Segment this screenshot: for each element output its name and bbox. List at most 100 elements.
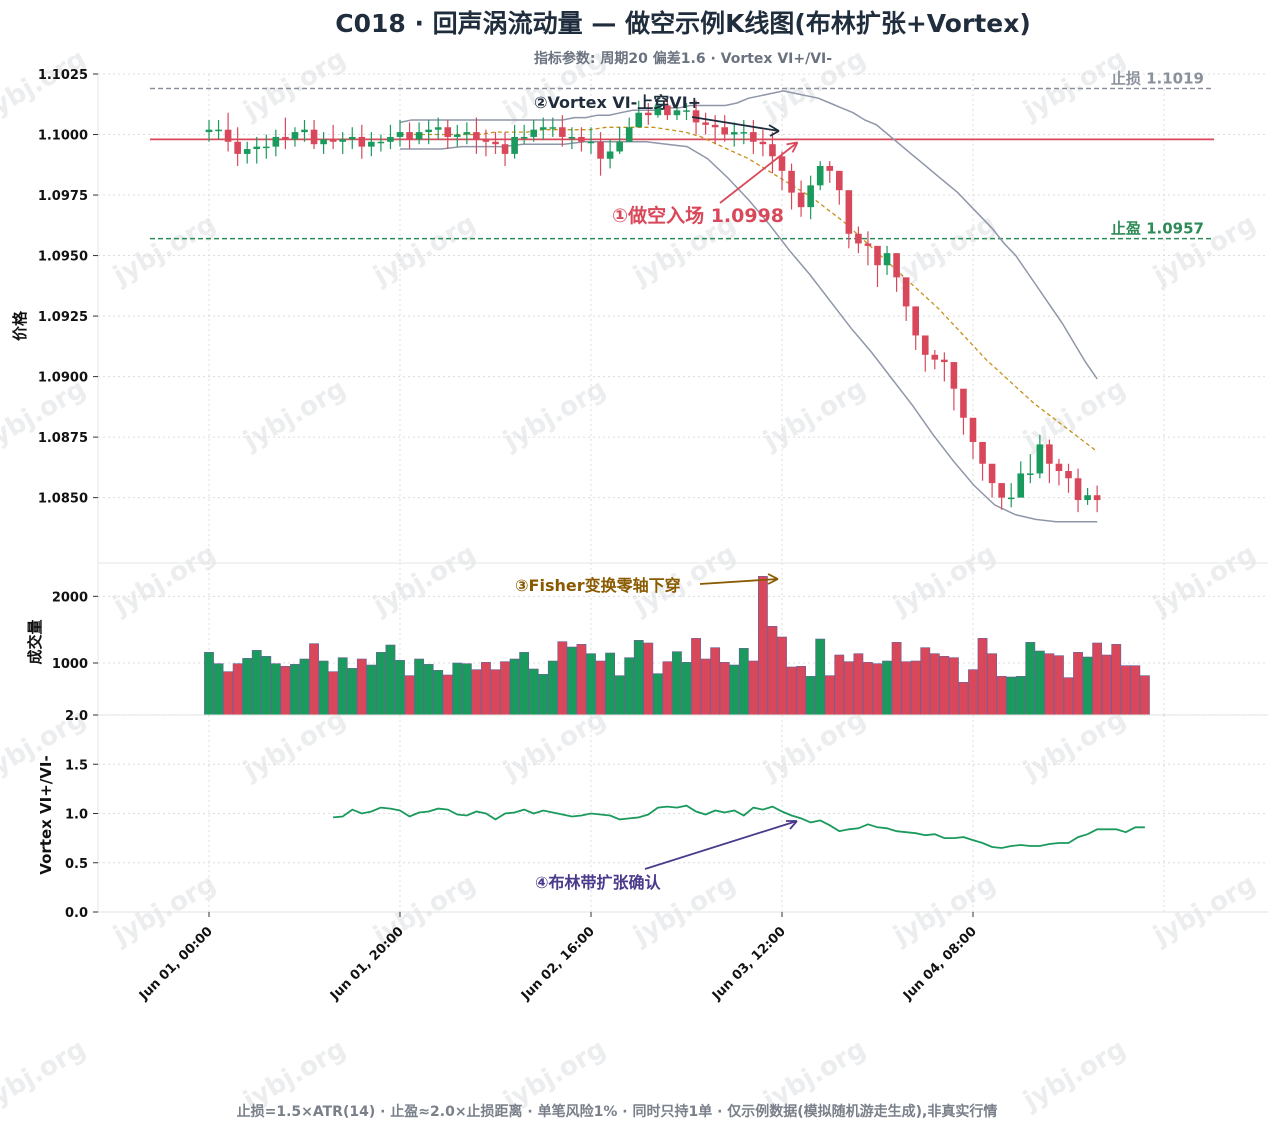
candle <box>368 132 375 157</box>
candle <box>329 124 337 150</box>
volume-bar <box>863 662 873 716</box>
volume-bar <box>605 652 615 716</box>
candle <box>205 119 213 142</box>
volume-bar <box>1063 677 1074 716</box>
footer-note: 止损=1.5×ATR(14) · 止盈≈2.0×止损距离 · 单笔风险1% · … <box>237 1103 998 1120</box>
candle-body <box>291 132 299 140</box>
candle <box>625 117 633 142</box>
candle-body <box>473 132 480 140</box>
vortex-y-ticks: 2.0 1.5 1.0 0.5 0.0 <box>65 709 98 921</box>
volume-bar <box>882 660 892 716</box>
candle-body <box>998 483 1005 498</box>
candle-body <box>454 134 461 137</box>
volume-bar <box>519 652 530 716</box>
candle <box>434 117 442 140</box>
candle <box>530 119 537 142</box>
watermark-text: jybj.org <box>498 374 611 457</box>
candle <box>263 134 270 159</box>
candle <box>721 115 728 142</box>
watermark-text: jybj.org <box>888 539 1001 622</box>
candle-body <box>329 139 337 142</box>
candle-body <box>301 129 308 133</box>
vortex-line <box>333 804 1145 849</box>
watermark-text: jybj.org <box>238 704 351 787</box>
candle-body <box>855 233 862 244</box>
candle <box>969 417 977 459</box>
volume-bar <box>824 675 835 716</box>
candle <box>1046 439 1053 484</box>
candle-body <box>673 110 681 116</box>
candle <box>816 161 824 191</box>
candle <box>606 139 614 169</box>
volume-y-ticks: 2000 1000 <box>52 590 98 672</box>
candle <box>492 132 499 154</box>
candle-body <box>1074 478 1082 501</box>
candle-body <box>272 136 280 147</box>
candle-body <box>616 141 623 152</box>
watermark-text: jybj.org <box>0 1034 91 1117</box>
volume-bar <box>691 638 701 716</box>
candle <box>740 119 748 145</box>
candle <box>788 163 795 210</box>
candle-body <box>836 170 843 191</box>
candle-body <box>406 132 413 140</box>
candle-body <box>348 136 356 140</box>
bollinger-expansion-arrow <box>644 820 798 870</box>
volume-bar <box>672 651 682 716</box>
volume-bar <box>1140 675 1150 716</box>
candle-body <box>683 110 690 112</box>
volume-bar <box>509 658 520 716</box>
volume-bar <box>328 671 339 716</box>
vortex-y-tick-label: 1.5 <box>65 758 88 773</box>
candle <box>902 277 910 321</box>
volume-bar <box>280 666 291 716</box>
candle <box>931 349 939 370</box>
volume-bar <box>901 661 912 716</box>
volume-bar <box>662 661 673 716</box>
candle-body <box>960 388 967 418</box>
stop-loss-label: 止损 1.1019 <box>1111 70 1204 88</box>
take-profit-label: 止盈 1.0957 <box>1111 220 1204 238</box>
candle-body <box>559 127 566 137</box>
volume-y-label: 成交量 <box>26 619 44 664</box>
volume-bar <box>614 675 625 716</box>
candle-body <box>234 141 241 154</box>
watermark-text: jybj.org <box>108 539 221 622</box>
volume-bar <box>318 660 329 716</box>
candle <box>358 124 366 159</box>
price-y-tick-label: 1.1000 <box>38 129 88 144</box>
candle <box>883 245 891 275</box>
candle-body <box>1046 444 1053 464</box>
candle <box>215 119 222 140</box>
candle-body <box>1036 444 1044 474</box>
volume-bar <box>977 638 988 716</box>
watermark-text: jybj.org <box>108 209 221 292</box>
candle-body <box>759 141 767 145</box>
candle <box>1084 487 1091 505</box>
candle <box>377 134 385 152</box>
volume-bar <box>385 644 396 716</box>
candle <box>301 119 308 142</box>
volume-bar <box>395 660 405 716</box>
candle-body <box>606 151 614 159</box>
volume-bar <box>251 650 262 716</box>
volume-bar <box>786 666 797 716</box>
volume-bar <box>586 653 596 716</box>
chart-subtitle: 指标参数: 周期20 偏差1.6 · Vortex VI+/VI- <box>534 50 832 67</box>
candle <box>979 441 986 481</box>
bollinger-expansion-annotation: ④布林带扩张确认 <box>535 873 662 892</box>
volume-bar <box>939 656 950 716</box>
candle-body <box>396 132 404 137</box>
candle <box>988 463 996 498</box>
candle-body <box>482 139 490 142</box>
candle-body <box>1065 471 1072 479</box>
candle-body <box>912 306 919 336</box>
candle-body <box>568 136 576 139</box>
volume-bar <box>433 670 444 716</box>
candle-body <box>549 127 557 129</box>
x-axis-ticks: Jun 01, 00:00 Jun 01, 20:00 Jun 02, 16:00 J… <box>136 912 980 1004</box>
candle <box>310 119 318 150</box>
volume-bar <box>1034 650 1045 716</box>
candle <box>950 362 958 411</box>
candle-body <box>1055 463 1063 472</box>
